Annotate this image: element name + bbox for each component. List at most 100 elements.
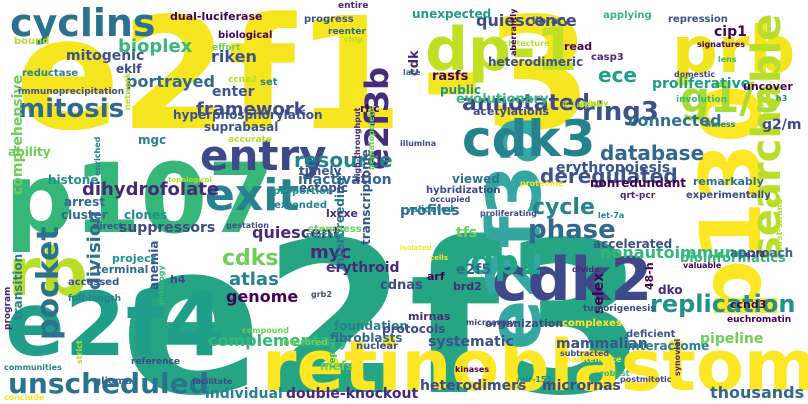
word-annotated: annotated <box>462 91 590 116</box>
word-heterodimers: heterodimers <box>420 378 526 394</box>
word-rb: rb <box>8 234 88 311</box>
word-complexes: complexes <box>562 318 622 329</box>
word-prb: prb <box>672 14 795 88</box>
word-project: project <box>112 252 156 265</box>
word-e2f8: e2f8 <box>745 250 765 259</box>
word-acetylations: acetylations <box>473 105 549 118</box>
word-quiescent: quiescent <box>252 223 340 242</box>
word-entry: entry <box>200 131 327 180</box>
word-eklf: eklf <box>116 62 142 76</box>
word-division: division <box>84 211 105 290</box>
word-p130: p130 <box>682 85 780 320</box>
word-stemness: stemness <box>308 224 362 235</box>
word-subtracted: subtracted <box>560 349 609 358</box>
word-h4: h4 <box>170 273 186 286</box>
word-facilitate: facilitate <box>192 377 233 386</box>
word-cip1: cip1 <box>714 24 747 40</box>
word-pocket: pocket <box>31 226 66 340</box>
word-dp1: dp1 <box>470 243 542 283</box>
word-evolutionary: evolutionary <box>456 92 549 107</box>
word-mefs: mefs <box>320 359 353 373</box>
word-proteome: proteome <box>520 179 564 188</box>
word-foundation: foundation <box>334 319 408 333</box>
word-mgc: mgc <box>138 133 166 147</box>
word-pipeline: pipeline <box>700 331 763 347</box>
word-dihydrofolate: dihydrofolate <box>82 179 219 200</box>
word-mitogenic: mitogenic <box>66 48 144 64</box>
word-brd2: brd2 <box>453 280 482 293</box>
word-ring3: ring3 <box>582 97 659 127</box>
word-nuclear: nuclear <box>356 341 398 352</box>
word-3: -3 <box>420 0 592 165</box>
word-unscheduled: unscheduled <box>8 367 209 400</box>
word-maintenance: maintenance <box>563 355 622 364</box>
word-bioinformatics: bioinformatics <box>680 251 786 266</box>
word-framework: framework <box>196 99 307 120</box>
word-deficient: deficient <box>626 329 676 340</box>
word-topological: topological <box>168 176 212 184</box>
word-profiles: profiles <box>400 203 460 219</box>
word-complementary: complementary <box>208 331 349 350</box>
word-full-length: full-length <box>68 294 121 304</box>
word-extended: extended <box>274 200 327 211</box>
word-tfs: tfs <box>456 225 477 241</box>
word-isolated: isolated <box>400 244 432 252</box>
word-arf: arf <box>427 270 445 283</box>
word-first-strand: first-strand <box>775 199 784 250</box>
word-set: set <box>260 77 278 88</box>
word-synovial: synovial <box>673 338 682 376</box>
word-cycle: cycle <box>532 195 595 220</box>
word-48-h: 48-h <box>643 262 656 290</box>
word-individual: individual <box>205 386 283 402</box>
word-e2f1: e2f1 <box>15 0 403 165</box>
word-strict: strict <box>75 340 84 364</box>
word-p107: p107 <box>5 143 274 255</box>
word-cells: cells <box>430 254 448 262</box>
word-grb2: grb2 <box>311 290 332 299</box>
word-kinases: kinases <box>455 365 489 374</box>
word-exit: exit <box>205 170 299 221</box>
word-applying: applying <box>603 10 652 21</box>
word-mirnas: mirnas <box>408 310 451 323</box>
word-divide: divide <box>572 265 600 274</box>
word-double-knockout: double-knockout <box>286 386 418 402</box>
word-ccna2: ccna2 <box>228 75 257 85</box>
word-repair: repair <box>328 337 338 368</box>
word-organization: organization <box>485 317 563 330</box>
word-myc: myc <box>310 242 351 263</box>
word-tumorigenesis: tumorigenesis <box>583 304 656 314</box>
word-program: program <box>3 287 13 330</box>
word-g1-s: g1/s <box>680 73 780 122</box>
word-arrest: arrest <box>64 195 105 209</box>
word-suprabasal: suprabasal <box>204 120 278 134</box>
word-terminal: terminal <box>96 263 148 276</box>
word-hematopoietic: hematopoietic <box>367 105 376 170</box>
word-systematic: systematic <box>428 334 514 350</box>
word-cyclins: cyclins <box>10 1 156 45</box>
word-progress: progress <box>304 14 354 25</box>
word-validated: validated <box>406 205 453 215</box>
word-dual-luciferase: dual-luciferase <box>170 10 262 23</box>
word-lens: lens <box>718 55 737 64</box>
word-resource: resource <box>294 148 393 172</box>
word-protocols: protocols <box>382 322 445 336</box>
word-late: late <box>403 68 421 77</box>
word-robust: robust <box>600 369 630 378</box>
word-quiescence: quiescence <box>476 11 577 30</box>
word-lxcxe: lxcxe <box>326 207 358 220</box>
word-interbred: interbred <box>280 338 328 348</box>
word-network: network <box>123 72 132 110</box>
word-cdk3: cdk3 <box>462 110 595 168</box>
word-bioplex: bioplex <box>118 36 193 57</box>
word-dko: dko <box>658 283 683 297</box>
word-inactivation: inactivation <box>298 172 392 188</box>
word-rbc: rbc <box>360 102 380 115</box>
word-jointly: jointly <box>579 99 609 108</box>
word-ece: ece <box>598 63 637 87</box>
word-riken: riken <box>211 47 257 66</box>
word-interactome: interactome <box>627 339 709 353</box>
word-heterodimeric: heterodimeric <box>488 55 583 69</box>
word-mitosis: mitosis <box>18 94 124 124</box>
